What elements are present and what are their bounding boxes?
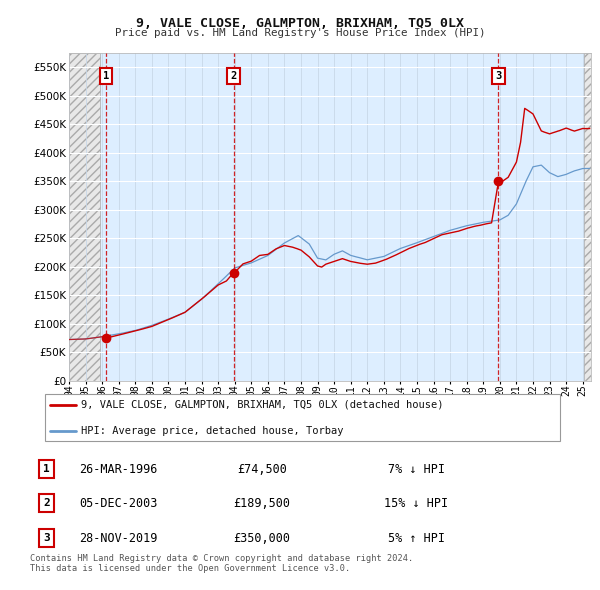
Text: 1: 1 xyxy=(103,71,109,81)
Text: 3: 3 xyxy=(43,533,50,543)
Text: 2: 2 xyxy=(230,71,236,81)
Text: HPI: Average price, detached house, Torbay: HPI: Average price, detached house, Torb… xyxy=(81,426,344,435)
Text: £350,000: £350,000 xyxy=(233,532,290,545)
Text: 9, VALE CLOSE, GALMPTON, BRIXHAM, TQ5 0LX: 9, VALE CLOSE, GALMPTON, BRIXHAM, TQ5 0L… xyxy=(136,17,464,30)
Text: 26-MAR-1996: 26-MAR-1996 xyxy=(79,463,158,476)
FancyBboxPatch shape xyxy=(44,394,560,441)
Text: Contains HM Land Registry data © Crown copyright and database right 2024.
This d: Contains HM Land Registry data © Crown c… xyxy=(30,554,413,573)
Text: 05-DEC-2003: 05-DEC-2003 xyxy=(79,497,158,510)
Text: 9, VALE CLOSE, GALMPTON, BRIXHAM, TQ5 0LX (detached house): 9, VALE CLOSE, GALMPTON, BRIXHAM, TQ5 0L… xyxy=(81,400,443,409)
Text: £74,500: £74,500 xyxy=(237,463,287,476)
Text: 2: 2 xyxy=(43,498,50,508)
Text: 1: 1 xyxy=(43,464,50,474)
Bar xyxy=(584,53,591,381)
Bar xyxy=(69,53,100,381)
Text: 5% ↑ HPI: 5% ↑ HPI xyxy=(388,532,445,545)
Text: 28-NOV-2019: 28-NOV-2019 xyxy=(79,532,158,545)
Text: Price paid vs. HM Land Registry's House Price Index (HPI): Price paid vs. HM Land Registry's House … xyxy=(115,28,485,38)
Text: £189,500: £189,500 xyxy=(233,497,290,510)
Text: 3: 3 xyxy=(495,71,502,81)
Text: 15% ↓ HPI: 15% ↓ HPI xyxy=(385,497,448,510)
Text: 7% ↓ HPI: 7% ↓ HPI xyxy=(388,463,445,476)
